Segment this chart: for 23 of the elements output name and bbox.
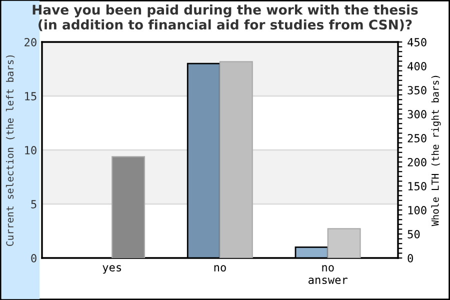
y-tick-label: 5	[31, 200, 36, 208]
chart-title: Have you been paid during the work with the thesis (in addition to financial aid for studies from CSN)?	[32, 4, 418, 32]
y2-tick-label: 0	[408, 254, 413, 262]
y-tick-label: 0	[31, 254, 36, 262]
x-tick-label: no	[214, 265, 226, 272]
y-tick-label: 10	[25, 146, 36, 154]
y-tick-label: 20	[24, 38, 36, 46]
y2-tick-label: 300	[408, 110, 426, 118]
y-tick-label: 15	[25, 92, 36, 100]
y2-tick-label: 150	[408, 182, 426, 190]
y2-tick-label: 450	[408, 38, 426, 46]
bar	[327, 228, 361, 258]
x-tick-label: yes	[102, 265, 122, 274]
y2-tick-label: 100	[408, 206, 426, 214]
y2-tick-label: 200	[408, 158, 426, 166]
bar	[112, 156, 146, 258]
y2-tick-label: 400	[408, 62, 426, 70]
y2-tick-label: 350	[408, 86, 426, 94]
y2-tick-label: 250	[408, 134, 426, 142]
y-axis-title: Current selection (the left bars)	[6, 55, 15, 246]
y2-axis-title: Whole LTH (the right bars)	[431, 76, 441, 226]
x-tick-label: no answer	[308, 265, 348, 284]
y2-tick-label: 50	[408, 230, 420, 238]
